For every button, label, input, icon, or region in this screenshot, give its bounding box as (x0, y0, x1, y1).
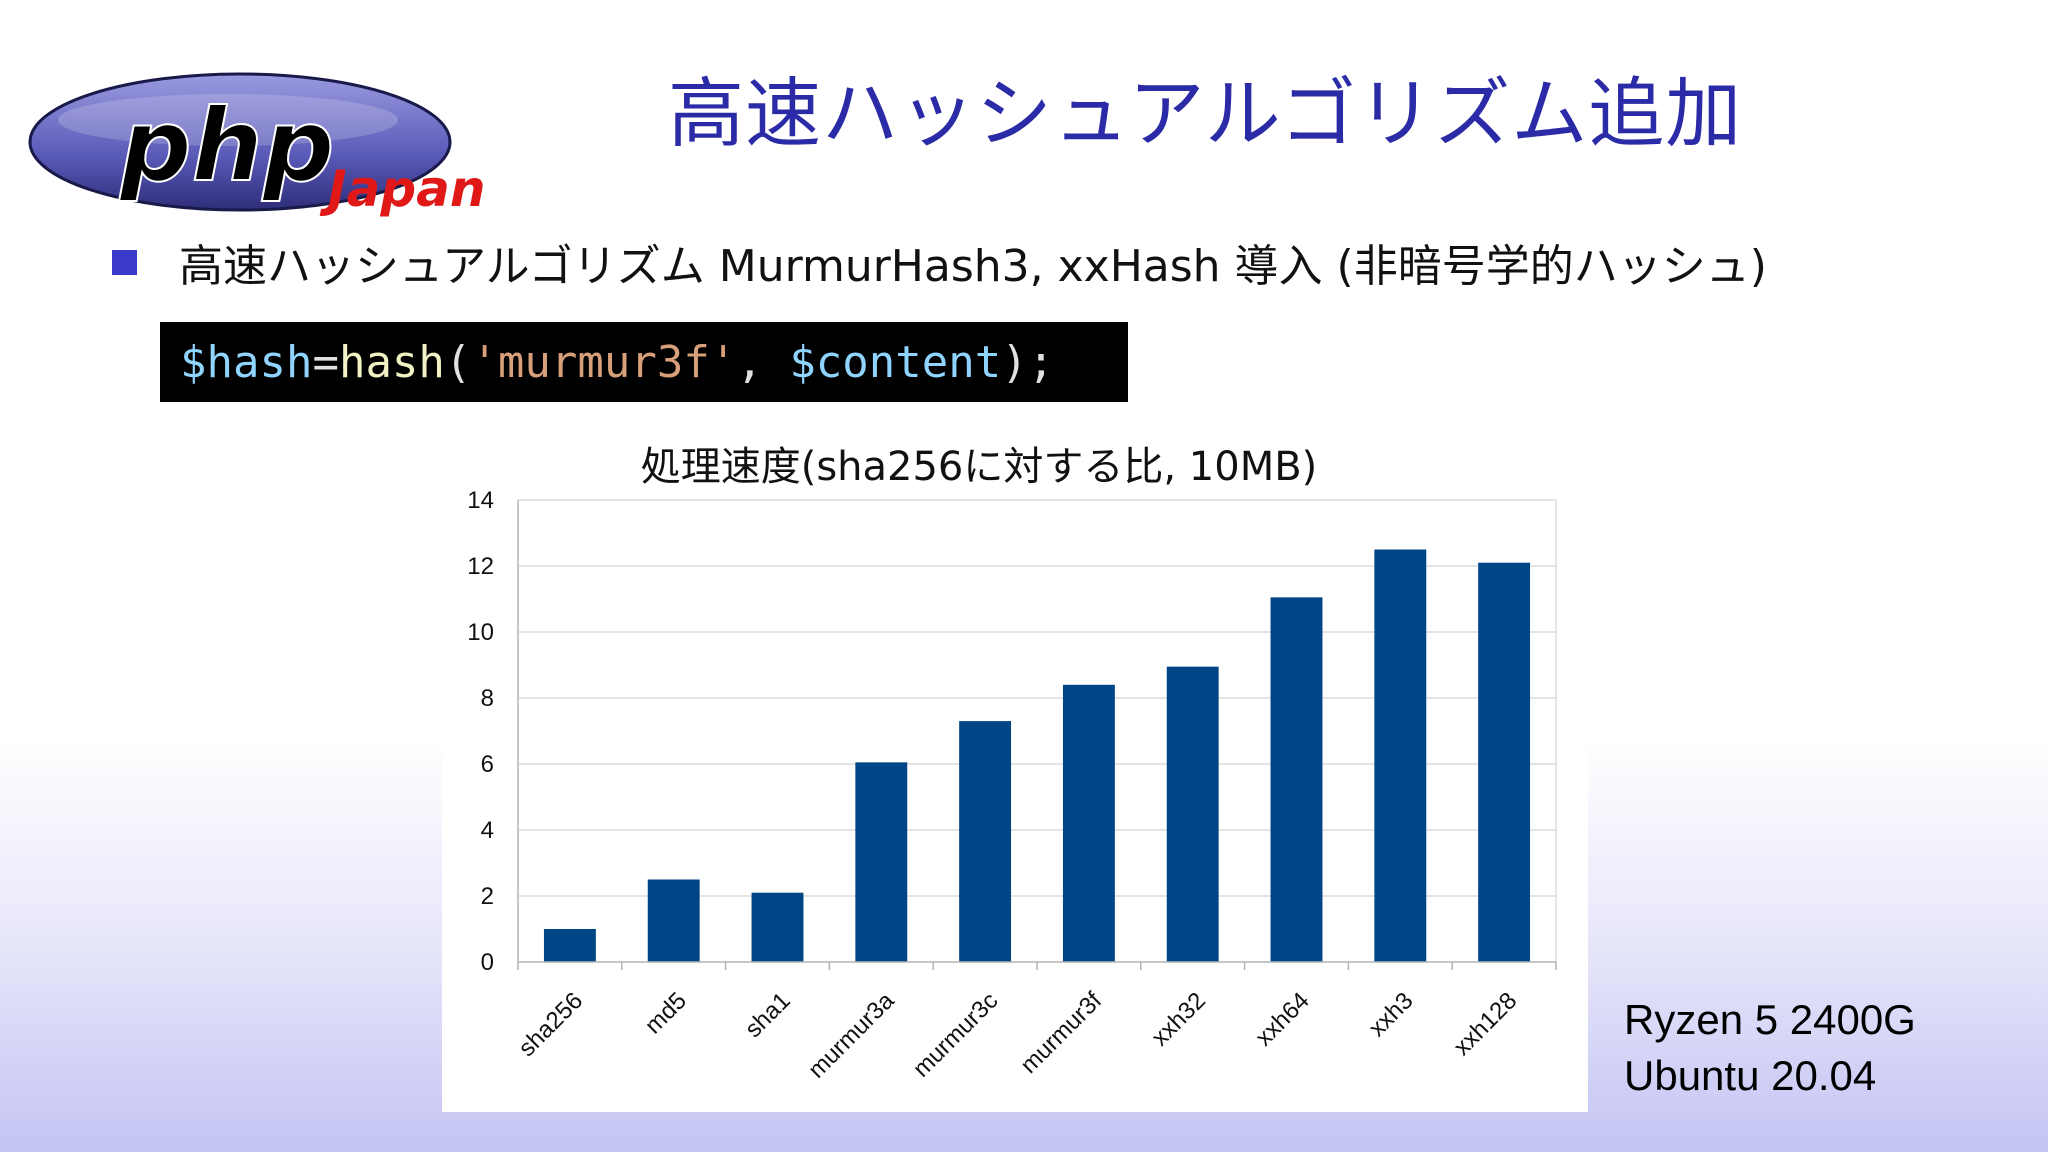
x-tick-labels: sha256 md5 sha1 murmur3a murmur3c murmur3f xxh… (513, 987, 1522, 1084)
code-assign: = (312, 336, 339, 388)
chart-panel: 処理速度(sha256に対する比, 10MB) 0 2 4 6 8 10 12 14 sha2… (442, 430, 1588, 1112)
code-paren-close: ); (1001, 336, 1055, 388)
code-paren-open: ( (444, 336, 472, 388)
bar-murmur3a (855, 762, 908, 962)
x-tick-label: murmur3a (803, 987, 900, 1084)
x-tick-label: sha1 (740, 987, 796, 1043)
x-tick-label: sha256 (513, 987, 588, 1062)
y-tick-label: 4 (481, 817, 494, 844)
x-tick-label: murmur3c (908, 987, 1003, 1082)
bars (543, 549, 1531, 962)
bar-xxh64 (1270, 597, 1323, 962)
bar-sha256 (543, 929, 596, 962)
bar-xxh32 (1166, 666, 1219, 962)
chart-title: 処理速度(sha256に対する比, 10MB) (641, 444, 1318, 490)
slide-title: 高速ハッシュアルゴリズム追加 (668, 69, 1743, 158)
bar-murmur3f (1062, 684, 1115, 962)
bar-md5 (647, 879, 700, 962)
bullet-item: 高速ハッシュアルゴリズム MurmurHash3, xxHash 導入 (非暗号… (112, 232, 1767, 292)
y-tick-label: 8 (481, 685, 494, 712)
bullet-marker (112, 249, 137, 275)
y-tick-label: 12 (467, 553, 494, 580)
bar-xxh128 (1478, 562, 1531, 962)
bullet-text: 高速ハッシュアルゴリズム MurmurHash3, xxHash 導入 (非暗号… (179, 241, 1767, 292)
x-tick-label: md5 (640, 987, 692, 1039)
bar-xxh3 (1374, 549, 1427, 962)
x-tick-label: xxh32 (1147, 987, 1211, 1051)
y-tick-label: 10 (467, 619, 494, 646)
y-tick-label: 0 (481, 949, 494, 976)
y-tick-label: 14 (467, 487, 494, 514)
spec-cpu: Ryzen 5 2400G (1624, 996, 1916, 1043)
php-japan-logo: php Japan (28, 72, 485, 218)
bar-sha1 (751, 892, 804, 962)
bar-murmur3c (959, 721, 1012, 962)
spec-os: Ubuntu 20.04 (1624, 1052, 1877, 1099)
code-var-content: $content (789, 336, 1002, 388)
code-string-arg: 'murmur3f' (471, 336, 737, 388)
system-spec: Ryzen 5 2400G Ubuntu 20.04 (1624, 992, 1916, 1104)
code-snippet: $hash = hash('murmur3f', $content); (160, 322, 1128, 402)
code-var-hash: $hash (180, 336, 313, 388)
y-tick-label: 2 (481, 883, 494, 910)
code-fn-hash: hash (338, 336, 445, 388)
axes (517, 500, 1557, 970)
code-separator: , (736, 336, 790, 388)
logo-php-text: php (119, 87, 334, 204)
x-tick-label: xxh128 (1449, 987, 1523, 1061)
x-tick-label: murmur3f (1015, 987, 1107, 1079)
x-tick-label: xxh3 (1364, 987, 1419, 1042)
x-tick-label: xxh64 (1250, 987, 1314, 1051)
bar-chart: 処理速度(sha256に対する比, 10MB) 0 2 4 6 8 10 12 14 sha2… (467, 444, 1557, 1084)
y-tick-labels: 0 2 4 6 8 10 12 14 (467, 487, 494, 976)
y-tick-label: 6 (481, 751, 494, 778)
logo-japan-text: Japan (319, 160, 485, 218)
